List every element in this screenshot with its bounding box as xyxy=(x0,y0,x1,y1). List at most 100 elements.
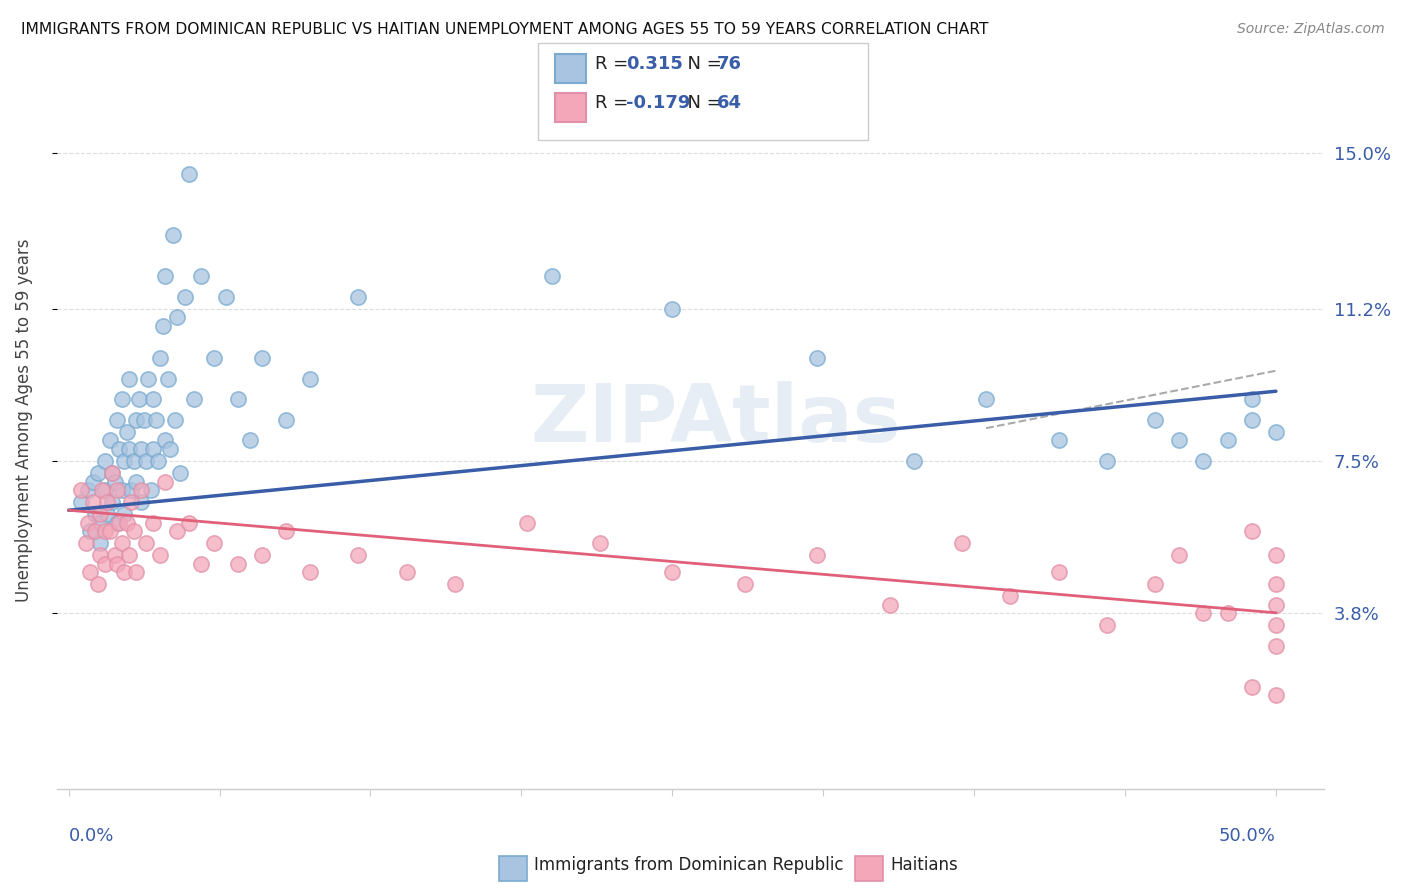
Point xyxy=(202,351,225,366)
Point xyxy=(806,549,828,563)
Point xyxy=(120,495,142,509)
Point xyxy=(103,549,125,563)
Point xyxy=(1264,639,1286,653)
Point xyxy=(101,467,124,481)
Point xyxy=(108,516,131,530)
Point xyxy=(1240,392,1263,407)
Point xyxy=(94,483,117,497)
Point xyxy=(1095,454,1118,468)
Point xyxy=(115,516,138,530)
Point xyxy=(190,557,212,571)
Point xyxy=(82,475,104,489)
Point xyxy=(1192,454,1215,468)
Point xyxy=(226,392,249,407)
Point xyxy=(125,413,148,427)
Point xyxy=(274,524,297,538)
Point xyxy=(166,524,188,538)
Point xyxy=(516,516,538,530)
Point xyxy=(239,434,262,448)
Point xyxy=(142,442,165,456)
Point xyxy=(118,549,141,563)
Point xyxy=(274,413,297,427)
Point xyxy=(105,557,128,571)
Point xyxy=(146,454,169,468)
Point xyxy=(128,392,150,407)
Point xyxy=(1144,577,1167,591)
Point xyxy=(89,508,111,522)
Text: 50.0%: 50.0% xyxy=(1219,827,1275,845)
Point xyxy=(118,372,141,386)
Point xyxy=(149,549,172,563)
Point xyxy=(179,516,201,530)
Point xyxy=(173,290,195,304)
Point xyxy=(112,454,135,468)
Text: -0.179: -0.179 xyxy=(626,94,690,112)
Point xyxy=(69,483,91,497)
Point xyxy=(250,549,273,563)
Point xyxy=(540,269,562,284)
Point xyxy=(94,524,117,538)
Point xyxy=(86,467,108,481)
Point xyxy=(1095,618,1118,632)
Point xyxy=(806,351,828,366)
Point xyxy=(1216,434,1239,448)
Point xyxy=(98,524,121,538)
Point xyxy=(250,351,273,366)
Point xyxy=(101,495,124,509)
Point xyxy=(1264,549,1286,563)
Point xyxy=(1240,680,1263,694)
Point xyxy=(1264,688,1286,702)
Point xyxy=(129,442,152,456)
Point xyxy=(79,524,101,538)
Point xyxy=(120,483,142,497)
Point xyxy=(115,425,138,440)
Point xyxy=(1264,598,1286,612)
Point xyxy=(155,434,177,448)
Point xyxy=(89,516,111,530)
Text: N =: N = xyxy=(676,94,728,112)
Point xyxy=(661,565,683,579)
Point xyxy=(299,372,322,386)
Point xyxy=(94,454,117,468)
Point xyxy=(96,508,118,522)
Point xyxy=(179,167,201,181)
Point xyxy=(1192,606,1215,620)
Point xyxy=(1264,425,1286,440)
Point xyxy=(142,516,165,530)
Text: Source: ZipAtlas.com: Source: ZipAtlas.com xyxy=(1237,22,1385,37)
Point xyxy=(86,577,108,591)
Point xyxy=(105,516,128,530)
Point xyxy=(1216,606,1239,620)
Point xyxy=(101,467,124,481)
Point xyxy=(1264,618,1286,632)
Point xyxy=(152,318,174,333)
Point xyxy=(111,536,134,550)
Point xyxy=(132,413,155,427)
Text: Haitians: Haitians xyxy=(890,856,957,874)
Point xyxy=(129,483,152,497)
Point xyxy=(84,524,107,538)
Text: IMMIGRANTS FROM DOMINICAN REPUBLIC VS HAITIAN UNEMPLOYMENT AMONG AGES 55 TO 59 Y: IMMIGRANTS FROM DOMINICAN REPUBLIC VS HA… xyxy=(21,22,988,37)
Point xyxy=(145,413,167,427)
Point xyxy=(108,442,131,456)
Text: 0.315: 0.315 xyxy=(626,55,682,73)
Point xyxy=(77,483,100,497)
Text: 0.0%: 0.0% xyxy=(69,827,114,845)
Text: R =: R = xyxy=(595,94,634,112)
Point xyxy=(299,565,322,579)
Point xyxy=(1240,524,1263,538)
Point xyxy=(214,290,236,304)
Point xyxy=(347,549,370,563)
Point xyxy=(135,536,157,550)
Point xyxy=(125,475,148,489)
Point xyxy=(661,302,683,317)
Point xyxy=(103,475,125,489)
Point xyxy=(138,372,160,386)
Point xyxy=(111,483,134,497)
Text: R =: R = xyxy=(595,55,634,73)
Point xyxy=(89,536,111,550)
Point xyxy=(1000,590,1022,604)
Text: 64: 64 xyxy=(717,94,742,112)
Point xyxy=(879,598,901,612)
Point xyxy=(129,495,152,509)
